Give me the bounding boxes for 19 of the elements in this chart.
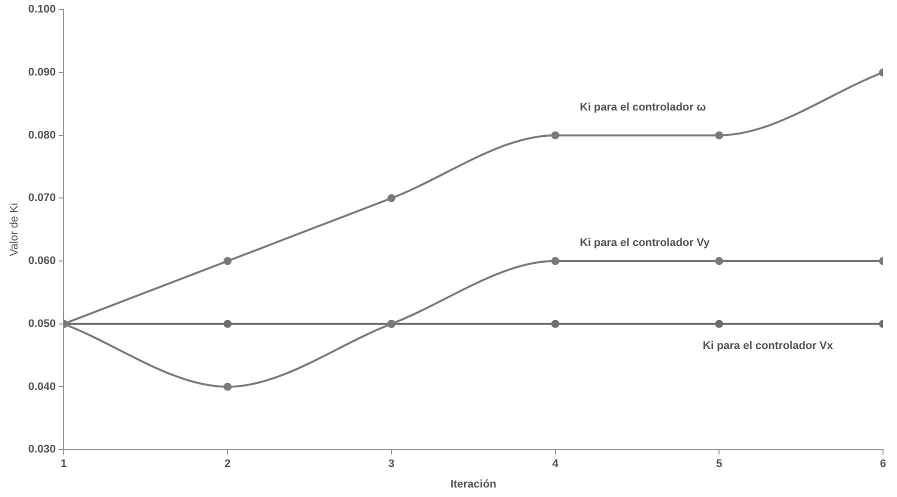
series-label: Ki para el controlador ω: [580, 101, 706, 114]
y-axis-title: Valor de Ki: [8, 203, 21, 256]
y-tick-label: 0.090: [28, 66, 56, 78]
x-tick-label: 3: [388, 458, 394, 470]
y-tick-label: 0.050: [28, 318, 56, 330]
series-label: Ki para el controlador Vy: [580, 237, 711, 250]
y-tick-label: 0.030: [28, 444, 56, 456]
x-tick-label: 4: [552, 458, 560, 470]
x-tick-label: 2: [224, 458, 231, 470]
y-tick-label: 0.100: [28, 4, 56, 16]
y-tick-label: 0.080: [28, 129, 56, 142]
y-tick-label: 0.060: [28, 255, 56, 268]
series-label: Ki para el controlador Vx: [702, 340, 834, 352]
y-tick-label: 0.040: [28, 380, 56, 393]
x-tick-label: 5: [716, 458, 722, 470]
x-tick-label: 1: [60, 458, 67, 470]
x-tick-label: 6: [880, 458, 886, 470]
x-axis-title: Iteración: [450, 478, 497, 490]
y-tick-label: 0.070: [28, 192, 56, 204]
